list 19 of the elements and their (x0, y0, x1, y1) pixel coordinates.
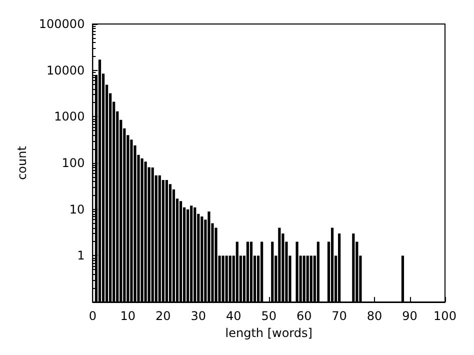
y-tick-label: 10000 (46, 63, 85, 78)
x-tick-label: 60 (296, 309, 312, 323)
y-axis-title: count (15, 146, 29, 180)
x-tick-label: 10 (120, 309, 136, 323)
x-tick-label: 0 (88, 309, 97, 323)
x-axis-title: length [words] (225, 326, 312, 340)
x-tick-label: 30 (190, 309, 206, 323)
x-tick-label: 20 (156, 309, 171, 323)
x-tick-label: 100 (434, 309, 456, 323)
x-tick-label: 80 (366, 309, 382, 323)
y-tick-label: 1000 (54, 110, 85, 124)
y-tick-label: 10 (69, 202, 85, 216)
y-tick-label: 100 (62, 156, 85, 170)
x-tick-label: 70 (332, 309, 347, 323)
y-tick-label: 100000 (38, 17, 85, 31)
x-tick-label: 90 (402, 309, 418, 323)
y-tick-label: 1 (77, 248, 85, 263)
x-tick-label: 50 (261, 309, 276, 323)
x-tick-label: 40 (226, 309, 242, 323)
